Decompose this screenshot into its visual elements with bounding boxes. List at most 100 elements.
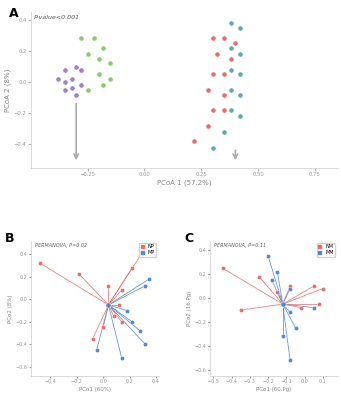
Point xyxy=(280,333,285,340)
Point xyxy=(287,357,293,364)
Point xyxy=(280,301,285,307)
Point xyxy=(119,355,124,361)
Point xyxy=(221,107,227,113)
Text: P-value<0.001: P-value<0.001 xyxy=(34,15,80,20)
Point xyxy=(287,309,293,316)
Y-axis label: PCo2 (8%): PCo2 (8%) xyxy=(8,294,13,322)
Point xyxy=(78,66,84,73)
Point xyxy=(228,56,234,62)
Text: PERMANOVA, P=0.11: PERMANOVA, P=0.11 xyxy=(213,243,266,248)
Point xyxy=(106,302,111,308)
Y-axis label: PCo2 (16.Pg): PCo2 (16.Pg) xyxy=(187,290,192,326)
Point xyxy=(293,325,298,331)
Point xyxy=(210,35,215,42)
Point xyxy=(237,24,242,31)
Point xyxy=(73,91,79,98)
Point xyxy=(237,113,242,120)
Point xyxy=(233,40,238,46)
Point xyxy=(107,76,113,82)
Text: A: A xyxy=(9,7,19,20)
Point xyxy=(69,85,74,92)
Point xyxy=(210,107,215,113)
Point xyxy=(192,138,197,144)
X-axis label: PCoA 1 (57.2%): PCoA 1 (57.2%) xyxy=(157,180,211,186)
Point xyxy=(78,35,84,42)
Point xyxy=(311,283,316,289)
Point xyxy=(238,307,243,313)
Point xyxy=(228,66,234,73)
Point xyxy=(96,71,102,78)
Point xyxy=(228,20,234,26)
Point xyxy=(256,273,262,280)
Point xyxy=(101,324,106,331)
Point xyxy=(55,76,61,82)
Point xyxy=(62,87,68,93)
Point xyxy=(237,71,242,78)
Point xyxy=(130,264,135,271)
Point xyxy=(119,287,124,294)
Point xyxy=(116,302,122,308)
Point xyxy=(275,289,280,295)
Point xyxy=(143,282,148,289)
Point xyxy=(214,51,220,57)
Point xyxy=(316,301,322,307)
Point xyxy=(90,336,95,342)
Point xyxy=(320,285,326,292)
Point xyxy=(94,347,99,353)
Point xyxy=(311,304,316,311)
Point xyxy=(137,328,143,334)
Point xyxy=(78,82,84,88)
Point xyxy=(275,268,280,275)
Point xyxy=(119,319,124,325)
Point xyxy=(62,66,68,73)
Point xyxy=(101,45,106,51)
Point xyxy=(96,56,102,62)
Legend: NM, MM: NM, MM xyxy=(317,243,335,257)
Point xyxy=(221,129,227,135)
Point xyxy=(221,35,227,42)
Point xyxy=(205,122,211,129)
X-axis label: PCo1 (60%): PCo1 (60%) xyxy=(79,387,110,392)
X-axis label: PCo1 (60.Pg): PCo1 (60.Pg) xyxy=(256,387,291,392)
Point xyxy=(221,91,227,98)
Point xyxy=(287,283,293,289)
Point xyxy=(92,35,97,42)
Point xyxy=(205,87,211,93)
Point xyxy=(62,79,68,85)
Point xyxy=(280,301,285,307)
Point xyxy=(77,271,82,278)
Text: B: B xyxy=(5,232,15,246)
Point xyxy=(106,302,111,308)
Point xyxy=(106,282,111,289)
Point xyxy=(37,260,43,266)
Point xyxy=(298,304,304,311)
Point xyxy=(237,91,242,98)
Point xyxy=(73,63,79,70)
Point xyxy=(220,265,225,271)
Point xyxy=(269,277,275,283)
Point xyxy=(210,71,215,78)
Point xyxy=(237,51,242,57)
Point xyxy=(101,82,106,88)
Point xyxy=(265,253,271,259)
Point xyxy=(130,319,135,325)
Text: PERMANOVA, P=0.02: PERMANOVA, P=0.02 xyxy=(34,243,87,248)
Point xyxy=(228,45,234,51)
Point xyxy=(85,51,90,57)
Legend: NP, MP: NP, MP xyxy=(139,243,156,257)
Point xyxy=(210,144,215,151)
Point xyxy=(140,249,146,255)
Point xyxy=(107,60,113,67)
Text: C: C xyxy=(184,232,193,246)
Point xyxy=(228,87,234,93)
Point xyxy=(69,76,74,82)
Point xyxy=(221,71,227,78)
Point xyxy=(85,87,90,93)
Point xyxy=(78,66,84,73)
Point xyxy=(143,341,148,348)
Point xyxy=(147,276,152,282)
Point xyxy=(287,285,293,292)
Point xyxy=(124,307,130,314)
Point xyxy=(228,107,234,113)
Point xyxy=(111,313,117,319)
